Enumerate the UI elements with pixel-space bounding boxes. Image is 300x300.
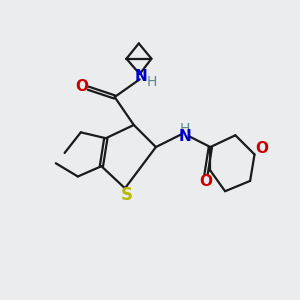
- Text: N: N: [178, 129, 191, 144]
- Text: H: H: [146, 75, 157, 89]
- Text: O: O: [75, 79, 88, 94]
- Text: S: S: [120, 186, 132, 204]
- Text: N: N: [135, 69, 148, 84]
- Text: O: O: [199, 174, 212, 189]
- Text: O: O: [255, 141, 268, 156]
- Text: H: H: [180, 122, 190, 136]
